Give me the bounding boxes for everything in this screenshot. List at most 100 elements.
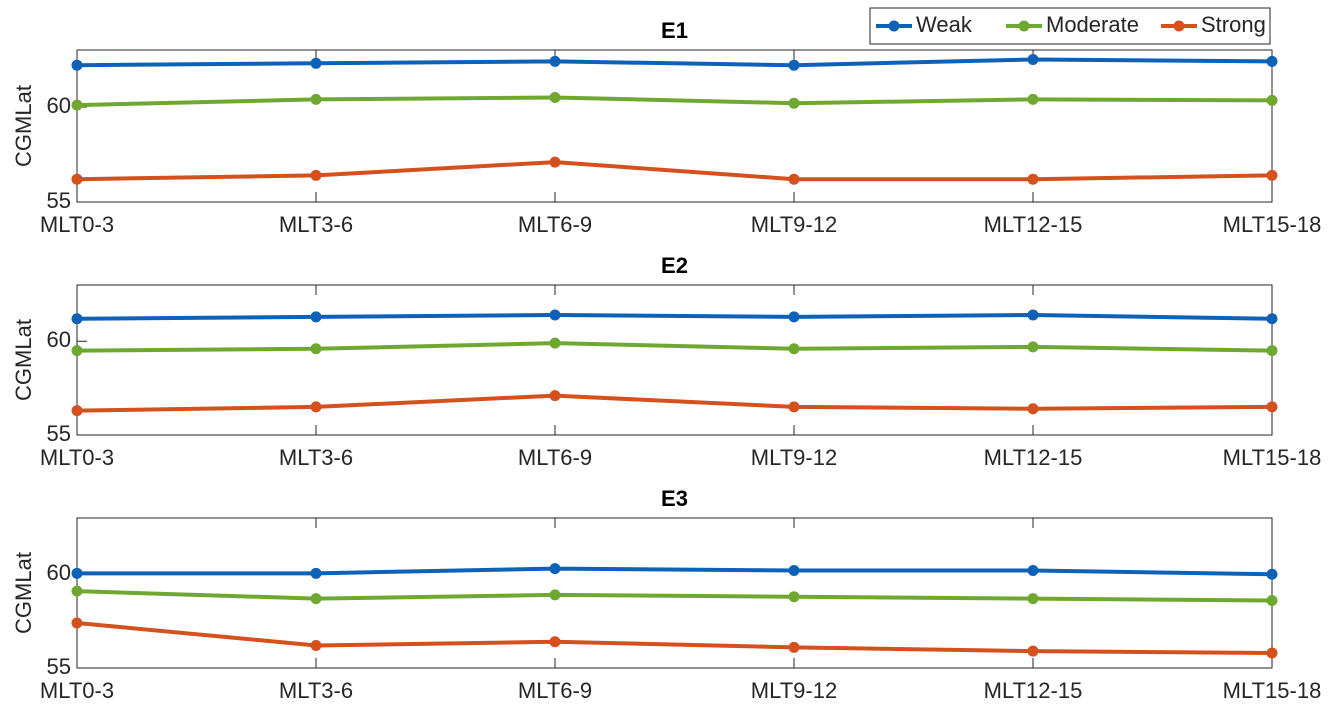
data-point	[71, 405, 83, 417]
series-line	[76, 312, 1273, 321]
data-point	[788, 173, 800, 185]
chart-title: E3	[661, 486, 688, 511]
data-point	[1027, 54, 1039, 65]
data-point	[310, 169, 322, 181]
legend-label: Moderate	[1046, 12, 1139, 37]
data-point	[1266, 313, 1278, 325]
x-tick-label: MLT12-15	[984, 212, 1083, 237]
legend-label: Strong	[1201, 12, 1266, 37]
data-point	[1266, 568, 1278, 580]
data-point	[549, 92, 561, 103]
data-point	[71, 313, 83, 325]
x-tick-label: MLT15-18	[1223, 678, 1322, 703]
x-tick-label: MLT9-12	[751, 445, 837, 470]
data-point	[549, 563, 561, 575]
data-point	[1027, 593, 1039, 605]
x-tick-label: MLT3-6	[279, 212, 353, 237]
data-point	[1266, 169, 1278, 181]
data-point	[71, 173, 83, 185]
x-tick-label: MLT6-9	[518, 445, 592, 470]
data-point	[1266, 55, 1278, 67]
data-point	[549, 589, 561, 601]
data-point	[71, 617, 83, 629]
data-point	[71, 99, 83, 111]
x-tick-label: MLT0-3	[40, 212, 114, 237]
y-tick-label: 60	[47, 560, 71, 585]
chart-title: E1	[661, 18, 688, 43]
data-point	[71, 345, 83, 357]
x-tick-label: MLT15-18	[1223, 212, 1322, 237]
x-tick-label: MLT15-18	[1223, 445, 1322, 470]
x-tick-label: MLT0-3	[40, 678, 114, 703]
x-tick-label: MLT3-6	[279, 678, 353, 703]
y-tick-label: 55	[47, 421, 71, 446]
data-point	[1027, 403, 1039, 415]
x-tick-label: MLT0-3	[40, 445, 114, 470]
data-point	[1266, 647, 1278, 659]
series-line	[76, 160, 1273, 182]
series-line	[76, 95, 1273, 108]
x-tick-label: MLT9-12	[751, 678, 837, 703]
legend-marker	[1173, 20, 1185, 32]
data-point	[788, 565, 800, 576]
data-point	[310, 567, 322, 579]
x-tick-label: MLT6-9	[518, 678, 592, 703]
data-point	[549, 337, 561, 349]
data-point	[310, 343, 322, 355]
y-tick-label: 55	[47, 654, 71, 679]
plot-area	[76, 49, 1273, 203]
y-tick-label: 55	[47, 188, 71, 213]
y-tick-label: 60	[47, 327, 71, 352]
data-point	[549, 390, 561, 402]
data-point	[1266, 94, 1278, 106]
y-tick-label: 60	[47, 93, 71, 118]
data-point	[788, 641, 800, 653]
data-point	[71, 567, 83, 579]
series-line	[76, 341, 1273, 353]
plot-area	[76, 284, 1273, 436]
x-tick-label: MLT12-15	[984, 445, 1083, 470]
y-axis-label: CGMLat	[11, 319, 36, 401]
legend	[869, 7, 1271, 45]
data-point	[788, 97, 800, 109]
y-axis-label: CGMLat	[11, 85, 36, 167]
data-point	[549, 156, 561, 168]
series-line	[76, 57, 1273, 68]
data-point	[310, 311, 322, 323]
data-point	[310, 593, 322, 605]
data-point	[549, 55, 561, 67]
x-tick-label: MLT12-15	[984, 678, 1083, 703]
legend-marker	[1018, 20, 1030, 32]
data-point	[788, 591, 800, 603]
x-tick-label: MLT9-12	[751, 212, 837, 237]
legend-label: Weak	[916, 12, 973, 37]
data-point	[549, 636, 561, 648]
series-line	[77, 566, 1273, 577]
x-tick-label: MLT6-9	[518, 212, 592, 237]
data-point	[1027, 565, 1039, 576]
data-point	[310, 93, 322, 105]
data-point	[788, 343, 800, 355]
data-point	[788, 59, 800, 71]
data-point	[1027, 173, 1039, 185]
data-point	[310, 640, 322, 651]
series-line	[76, 393, 1273, 413]
data-point	[788, 311, 800, 323]
data-point	[1027, 645, 1039, 657]
data-point	[1027, 93, 1039, 105]
data-point	[1027, 309, 1039, 321]
data-point	[71, 585, 83, 597]
chart-title: E2	[661, 253, 688, 278]
data-point	[71, 59, 83, 71]
y-axis-label: CGMLat	[11, 552, 36, 634]
series-line	[76, 621, 1273, 655]
data-point	[788, 401, 800, 413]
data-point	[1266, 401, 1278, 413]
data-point	[310, 57, 322, 69]
data-point	[310, 401, 322, 413]
legend-marker	[888, 20, 900, 32]
data-point	[1266, 345, 1278, 357]
series-line	[76, 589, 1273, 603]
